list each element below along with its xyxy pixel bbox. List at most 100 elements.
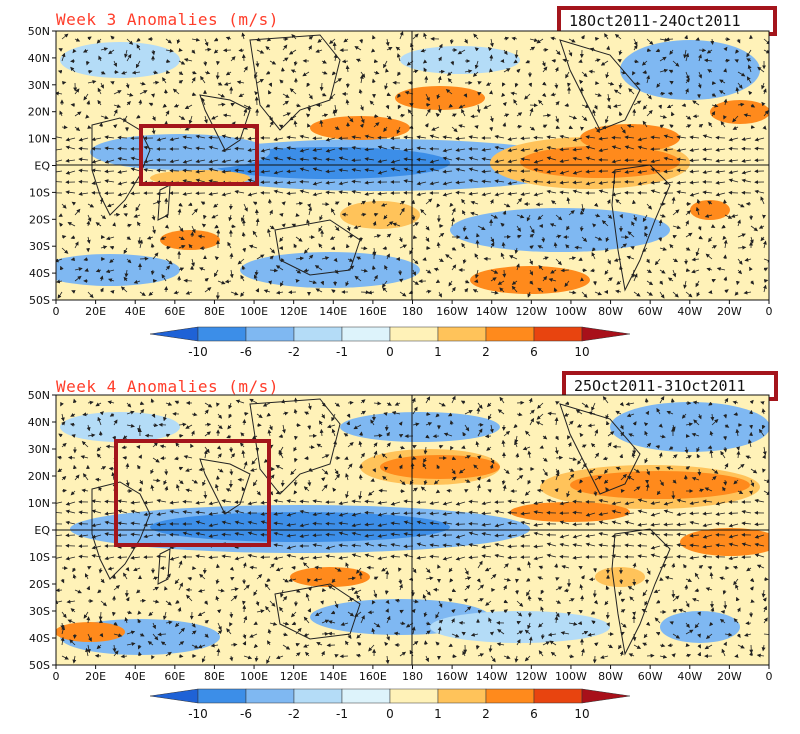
lon-axis: 0 20E 40E 60E 80E 100E 120E 140E 160E 180 160W 140W… xyxy=(53,300,773,318)
lon-tick-label: 0 xyxy=(53,670,60,683)
lon-axis: 0 20E 40E 60E 80E 100E 120E 140E 160E 180 160W 140W… xyxy=(53,665,773,683)
colorbar-label: 6 xyxy=(530,345,538,359)
colorbar-label: -2 xyxy=(288,345,300,359)
lon-tick-label: 160E xyxy=(359,305,387,318)
coastlines xyxy=(91,34,671,292)
lon-tick-label: 160E xyxy=(359,670,387,683)
lat-tick-label: 30N xyxy=(28,79,50,92)
colorbar-swatch xyxy=(581,688,631,704)
panel-title: Week 4 Anomalies (m/s) xyxy=(56,377,279,396)
colorbar: -10 -6 -2 -1 0 1 2 6 10 xyxy=(149,326,631,359)
colorbar-label: 2 xyxy=(482,707,490,721)
colorbar-label: 6 xyxy=(530,707,538,721)
lon-tick-label: 100W xyxy=(555,670,587,683)
lon-tick-label: 20W xyxy=(717,305,742,318)
colorbar-label: -1 xyxy=(336,707,348,721)
panel-title: Week 3 Anomalies (m/s) xyxy=(56,10,279,29)
lon-tick-label: 140E xyxy=(319,670,347,683)
lat-tick-label: 30N xyxy=(28,443,50,456)
colorbar-swatch xyxy=(389,688,439,704)
colorbar-swatch xyxy=(533,326,583,342)
colorbar-swatch xyxy=(485,326,535,342)
lon-tick-label: 120W xyxy=(515,670,547,683)
lat-tick-label: EQ xyxy=(34,524,50,537)
colorbar-swatch xyxy=(341,326,391,342)
lon-tick-label: 0 xyxy=(53,305,60,318)
lon-tick-label: 100E xyxy=(240,305,268,318)
lat-tick-label: 30S xyxy=(29,605,50,618)
colorbar-swatch xyxy=(245,326,295,342)
lon-tick-label: 0 xyxy=(766,670,773,683)
colorbar-label: -2 xyxy=(288,707,300,721)
lat-tick-label: 10N xyxy=(28,133,50,146)
colorbar-label: 1 xyxy=(434,707,442,721)
lon-tick-label: 80W xyxy=(598,670,623,683)
lon-tick-label: 120W xyxy=(515,305,547,318)
lon-tick-label: 40E xyxy=(125,305,146,318)
lon-tick-label: 100E xyxy=(240,670,268,683)
colorbar: -10 -6 -2 -1 0 1 2 6 10 xyxy=(149,688,631,721)
lon-tick-label: 80E xyxy=(204,670,225,683)
lon-tick-label: 100W xyxy=(555,305,587,318)
lat-tick-label: 40S xyxy=(29,632,50,645)
lon-tick-label: 40W xyxy=(677,305,702,318)
colorbar-swatch xyxy=(197,688,247,704)
wind-vectors xyxy=(56,395,769,665)
lon-tick-label: 40W xyxy=(677,670,702,683)
colorbar-label: 0 xyxy=(386,707,394,721)
lon-tick-label: 180 xyxy=(402,670,423,683)
week3-panel: Week 3 Anomalies (m/s) 18Oct2011-24Oct20… xyxy=(28,6,777,359)
colorbar-swatch xyxy=(581,326,631,342)
colorbar-swatch xyxy=(437,326,487,342)
colorbar-swatch xyxy=(485,688,535,704)
lat-tick-label: 40N xyxy=(28,416,50,429)
colorbar-label: -6 xyxy=(240,707,252,721)
colorbar-swatch xyxy=(533,688,583,704)
colorbar-label: 10 xyxy=(574,707,589,721)
lat-tick-label: 50N xyxy=(28,389,50,402)
wind-vectors xyxy=(56,31,769,300)
colorbar-swatch xyxy=(149,688,199,704)
lat-tick-label: 50N xyxy=(28,25,50,38)
colorbar-label: 1 xyxy=(434,345,442,359)
lat-tick-label: 50S xyxy=(29,294,50,307)
lon-tick-label: 160W xyxy=(436,670,468,683)
colorbar-swatch xyxy=(437,688,487,704)
lat-tick-label: 20N xyxy=(28,106,50,119)
colorbar-label: -1 xyxy=(336,345,348,359)
colorbar-label: -10 xyxy=(188,707,208,721)
highlight-box xyxy=(114,439,271,547)
colorbar-swatch xyxy=(149,326,199,342)
lat-tick-label: 10N xyxy=(28,497,50,510)
highlight-box xyxy=(139,124,259,186)
lat-tick-label: 40S xyxy=(29,267,50,280)
lat-tick-label: 20S xyxy=(29,578,50,591)
week4-panel: Week 4 Anomalies (m/s) 25Oct2011-31Oct20… xyxy=(0,367,800,734)
lat-tick-label: EQ xyxy=(34,160,50,173)
lon-tick-label: 80E xyxy=(204,305,225,318)
colorbar-swatch xyxy=(293,688,343,704)
lon-tick-label: 20E xyxy=(85,670,106,683)
lon-tick-label: 20W xyxy=(717,670,742,683)
coastlines xyxy=(91,398,671,656)
lat-axis: 50N 40N 30N 20N 10N EQ 10S 20S 30S 40S 50S xyxy=(28,25,56,307)
colorbar-swatch xyxy=(341,688,391,704)
lon-tick-label: 0 xyxy=(766,305,773,318)
colorbar-label: 2 xyxy=(482,345,490,359)
lon-tick-label: 160W xyxy=(436,305,468,318)
colorbar-swatch xyxy=(245,688,295,704)
lon-tick-label: 20E xyxy=(85,305,106,318)
lon-tick-label: 140W xyxy=(476,670,508,683)
lon-tick-label: 60W xyxy=(638,305,663,318)
lat-tick-label: 30S xyxy=(29,240,50,253)
anomaly-map: 50N 40N 30N 20N 10N EQ 10S 20S 30S 40S 50S 0 20E 40E… xyxy=(28,25,773,359)
lon-tick-label: 60W xyxy=(638,670,663,683)
colorbar-label: -10 xyxy=(188,345,208,359)
colorbar-label: 10 xyxy=(574,345,589,359)
lat-tick-label: 10S xyxy=(29,186,50,199)
lon-tick-label: 40E xyxy=(125,670,146,683)
lat-tick-label: 10S xyxy=(29,551,50,564)
colorbar-swatch xyxy=(293,326,343,342)
colorbar-swatch xyxy=(389,326,439,342)
lat-tick-label: 50S xyxy=(29,659,50,672)
